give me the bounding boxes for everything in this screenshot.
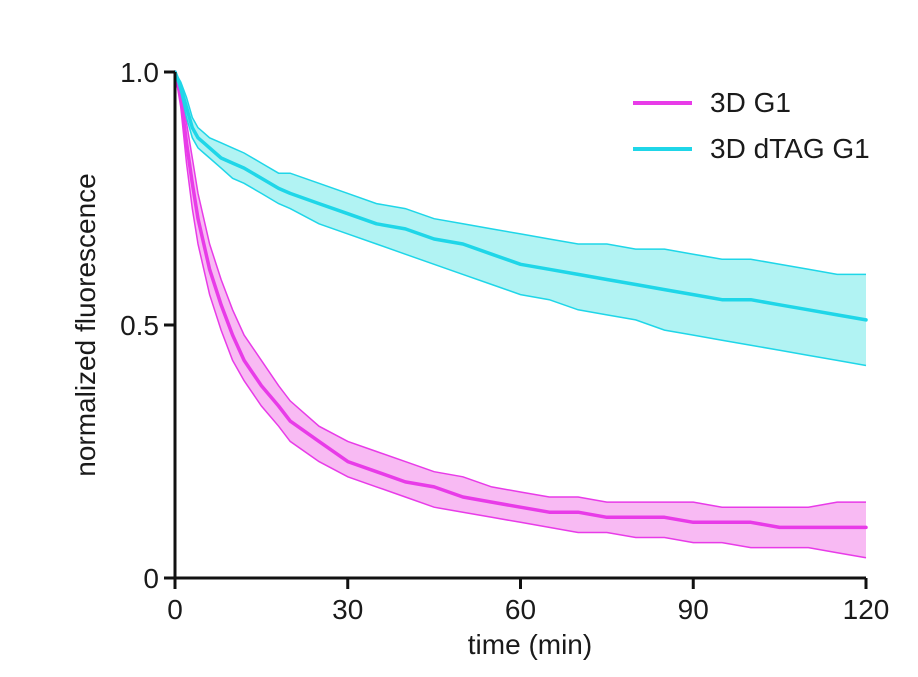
x-axis-title: time (min) (468, 629, 592, 660)
legend-label: 3D dTAG G1 (710, 133, 870, 164)
lower-bound-line (174, 71, 867, 559)
band-g1 (175, 72, 866, 558)
legend-label: 3D G1 (710, 87, 791, 118)
series-line-g1 (173, 70, 868, 530)
upper-bound-line (174, 71, 866, 508)
x-tick-label: 120 (843, 594, 890, 625)
series-line-dtag-g1 (173, 70, 868, 322)
lower-bound-line (174, 71, 867, 367)
series-lines (173, 70, 868, 559)
y-tick-label: 0 (143, 563, 159, 594)
confidence-bands (175, 72, 866, 558)
y-axis-title: normalized fluorescence (70, 173, 101, 477)
upper-bound-line (174, 71, 866, 276)
y-tick-label: 1.0 (120, 57, 159, 88)
x-tick-label: 30 (332, 594, 363, 625)
ticks: 0 30 60 90 120 0 0.5 1.0 (120, 57, 889, 625)
x-tick-label: 90 (678, 594, 709, 625)
x-tick-label: 60 (505, 594, 536, 625)
x-tick-label: 0 (167, 594, 183, 625)
band-dtag-g1 (175, 72, 866, 366)
legend: 3D G1 3D dTAG G1 (633, 87, 870, 164)
y-tick-label: 0.5 (120, 310, 159, 341)
